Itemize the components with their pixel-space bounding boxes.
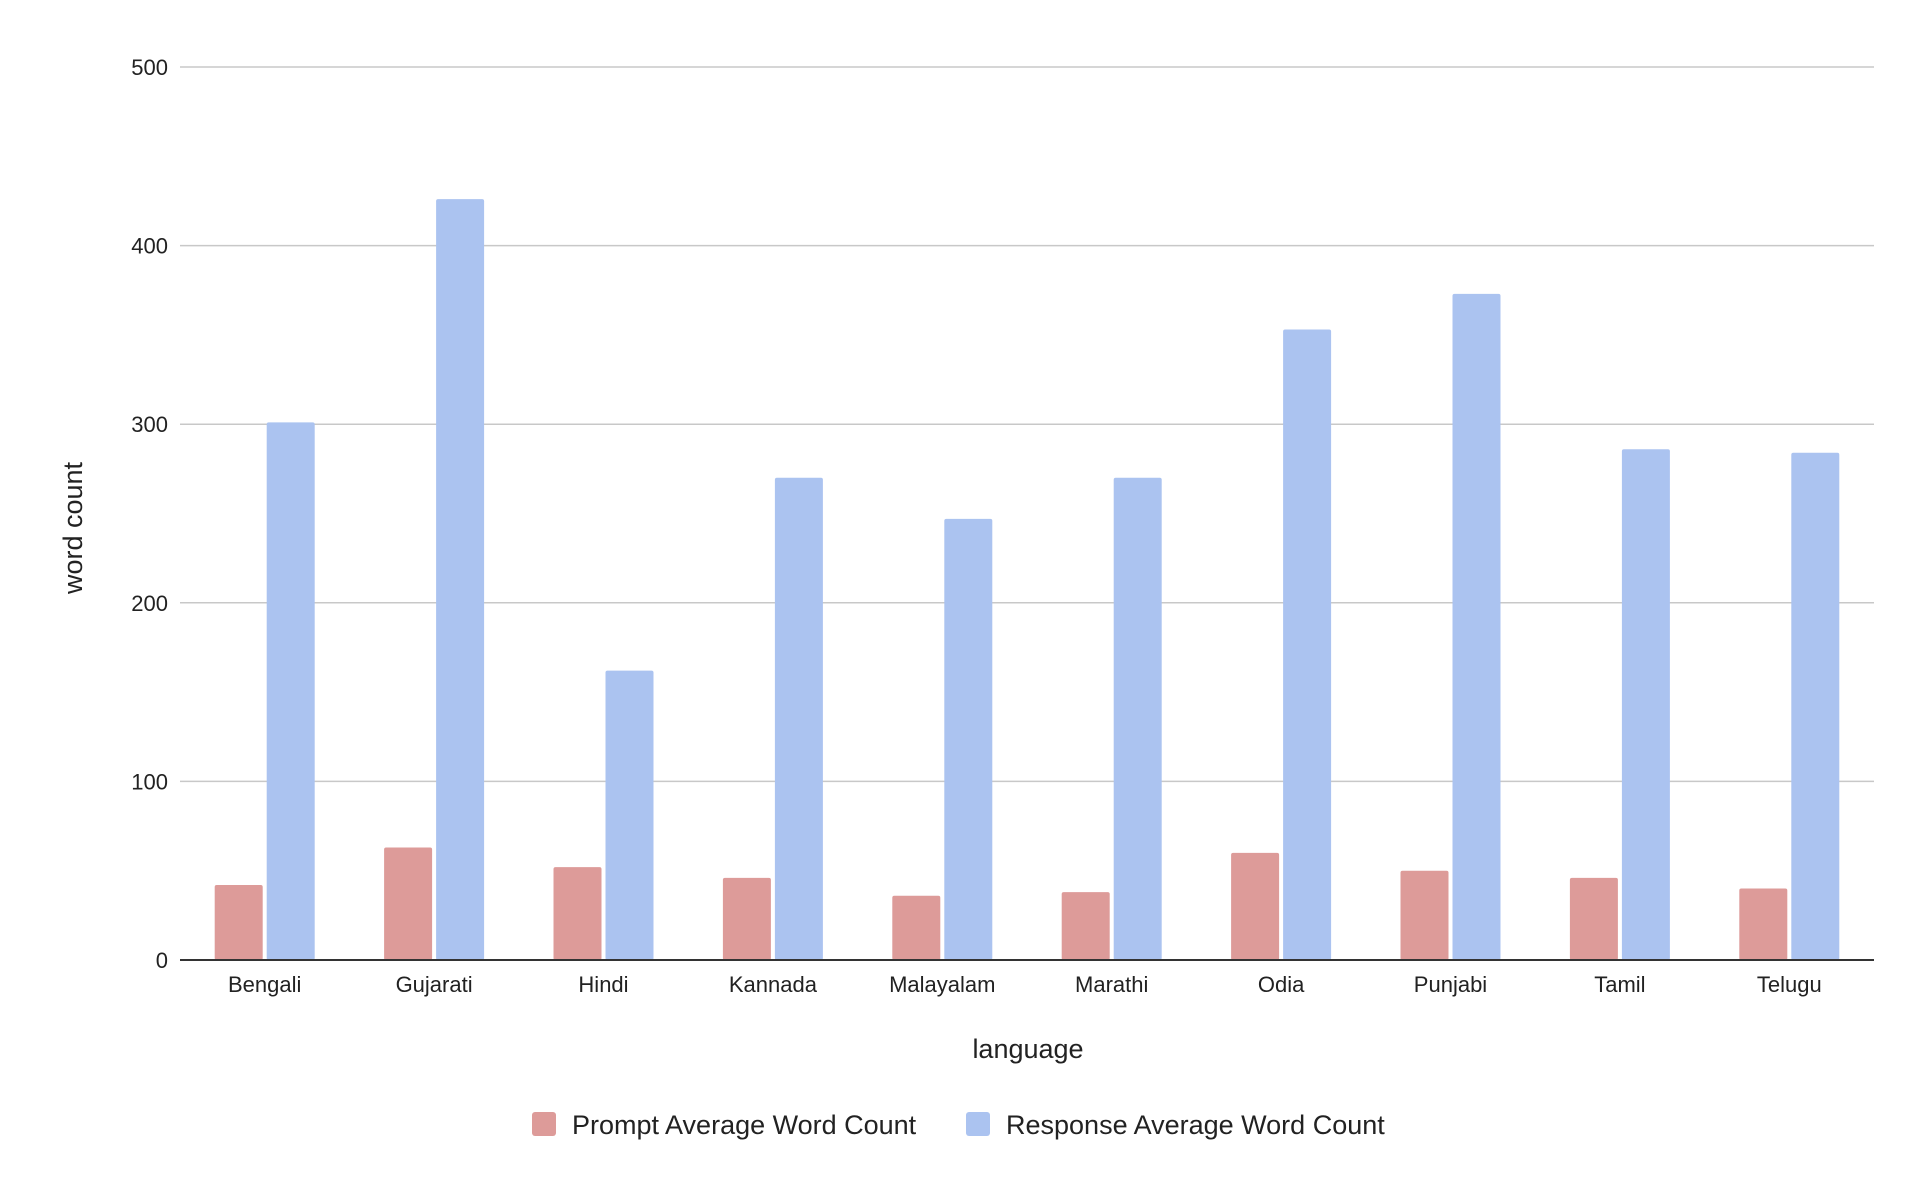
legend-label: Prompt Average Word Count <box>572 1110 917 1140</box>
response-bar-malayalam <box>944 518 993 960</box>
x-tick-label: Malayalam <box>889 972 995 997</box>
prompt-bar-malayalam <box>892 895 941 960</box>
legend: Prompt Average Word Count Response Averag… <box>532 1110 1385 1140</box>
legend-swatch <box>966 1112 990 1136</box>
prompt-bar-telugu <box>1739 888 1788 960</box>
legend-item: Response Average Word Count <box>966 1110 1385 1140</box>
prompt-bar-marathi <box>1061 892 1110 960</box>
y-tick-label: 200 <box>131 591 168 616</box>
x-tick-label: Odia <box>1258 972 1305 997</box>
prompt-bar-tamil <box>1569 877 1618 960</box>
prompt-bar-odia <box>1231 852 1280 960</box>
prompt-bar-punjabi <box>1400 870 1449 960</box>
response-bar-gujarati <box>436 199 485 960</box>
legend-label: Response Average Word Count <box>1006 1110 1385 1140</box>
x-tick-label: Kannada <box>729 972 818 997</box>
y-tick-label: 300 <box>131 412 168 437</box>
prompt-bar-gujarati <box>384 847 433 960</box>
legend-swatch <box>532 1112 556 1136</box>
x-axis-ticks: Bengali Gujarati Hindi Kannada Malayalam Mara… <box>228 972 1822 997</box>
x-tick-label: Telugu <box>1757 972 1822 997</box>
response-bar-tamil <box>1621 449 1670 960</box>
y-tick-label: 400 <box>131 234 168 259</box>
response-bar-marathi <box>1113 477 1162 960</box>
y-tick-label: 0 <box>156 948 168 973</box>
y-axis-ticks: 0 100 200 300 400 500 <box>131 55 168 973</box>
x-tick-label: Hindi <box>578 972 628 997</box>
response-bar-telugu <box>1791 452 1840 960</box>
bars <box>214 199 1840 960</box>
response-bar-hindi <box>605 670 654 960</box>
response-bar-odia <box>1283 329 1332 960</box>
x-tick-label: Bengali <box>228 972 301 997</box>
x-tick-label: Tamil <box>1594 972 1645 997</box>
response-bar-punjabi <box>1452 293 1501 960</box>
x-axis-title: language <box>972 1034 1083 1064</box>
gridlines <box>180 66 1874 783</box>
x-tick-label: Punjabi <box>1414 972 1487 997</box>
x-tick-label: Marathi <box>1075 972 1148 997</box>
prompt-bar-hindi <box>553 867 602 960</box>
legend-item: Prompt Average Word Count <box>532 1110 917 1140</box>
prompt-bar-kannada <box>722 877 771 960</box>
prompt-bar-bengali <box>214 884 263 960</box>
x-tick-label: Gujarati <box>396 972 473 997</box>
response-bar-kannada <box>774 477 823 960</box>
y-tick-label: 500 <box>131 55 168 80</box>
y-tick-label: 100 <box>131 769 168 794</box>
y-axis-title: word count <box>58 461 88 595</box>
response-bar-bengali <box>266 422 315 960</box>
